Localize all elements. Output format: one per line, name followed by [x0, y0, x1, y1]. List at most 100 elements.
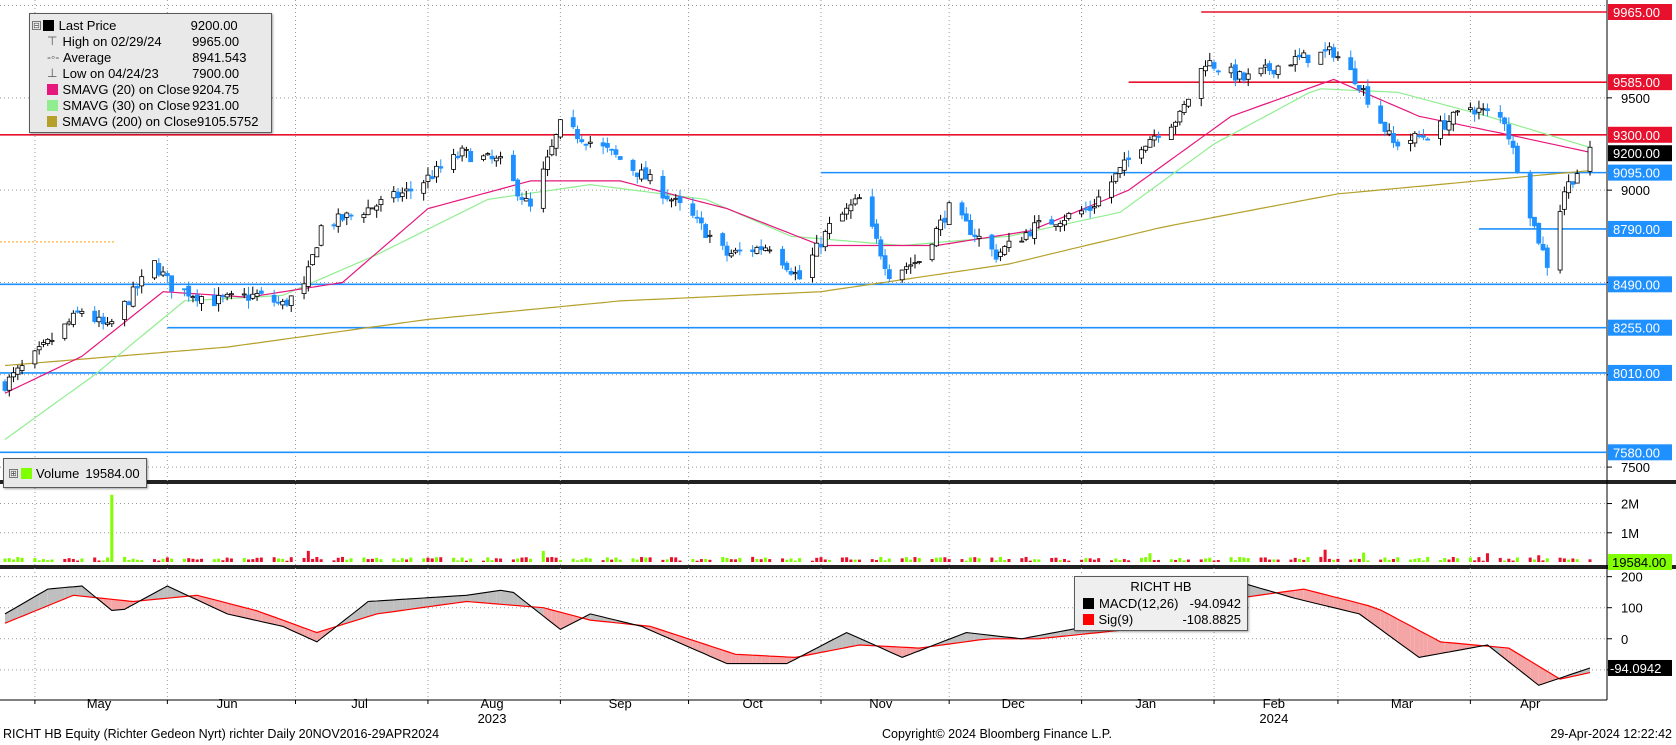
volume-bar [131, 558, 135, 562]
macd-fill [244, 607, 249, 619]
volume-legend[interactable]: ⊞ Volume 19584.00 [3, 458, 147, 488]
candle-body [818, 243, 824, 248]
volume-bar [930, 559, 934, 562]
candle [70, 310, 76, 328]
volume-bar [1088, 558, 1092, 562]
candle-body [2, 381, 8, 391]
candle-body [361, 214, 367, 218]
macd-fill [368, 601, 373, 617]
price-legend[interactable]: ⊟ Last Price 9200.00 ⊤ High on 02/29/24 … [29, 13, 272, 133]
macd-fill [248, 608, 253, 620]
price-tag [1608, 220, 1672, 237]
candle [677, 190, 683, 211]
candle [314, 247, 320, 258]
candle-body [391, 191, 397, 199]
candle-body [45, 338, 51, 344]
candle-body [1032, 222, 1038, 239]
volume-bar [272, 557, 276, 562]
candle-body [639, 169, 644, 180]
candle-body [126, 301, 132, 306]
candle-body [1121, 159, 1127, 171]
candle-body [318, 225, 324, 246]
sma200-line [4, 170, 1591, 367]
candle-body [852, 198, 858, 205]
collapse-icon[interactable]: ⊞ [9, 468, 18, 478]
candle-body [673, 197, 679, 200]
candle [399, 187, 405, 202]
candle-body [11, 372, 16, 378]
candle-body [481, 155, 486, 160]
candle-body [1181, 104, 1187, 113]
candle-body [1532, 216, 1537, 227]
candle [1335, 51, 1341, 61]
volume-bar [810, 560, 814, 562]
legend-row-sma30[interactable]: SMAVG (30) on Close 9231.00 [30, 97, 271, 113]
candle-body [857, 197, 862, 200]
volume-bar [785, 559, 789, 562]
candle-body [182, 288, 187, 291]
volume-bar [80, 558, 84, 562]
candle-body [1083, 208, 1089, 211]
macd-fill [47, 588, 52, 606]
macd-fill [962, 632, 967, 643]
candle-body [822, 231, 828, 248]
candle-body [1561, 191, 1567, 210]
legend-row-average[interactable]: -◦- Average 8941.543 [30, 49, 271, 65]
volume-bar [674, 557, 678, 562]
macd-fill [372, 601, 377, 616]
legend-row-last-price[interactable]: ⊟ Last Price 9200.00 [30, 17, 271, 33]
volume-bar [1413, 558, 1417, 562]
candle-body [1109, 181, 1114, 198]
volume-bar [251, 559, 255, 562]
legend-row-macd[interactable]: MACD(12,26) -94.0942 [1075, 595, 1247, 611]
candle-body [1420, 135, 1426, 138]
macd-fill [43, 589, 48, 608]
candle-body [703, 224, 709, 239]
volume-bar [311, 558, 315, 562]
legend-label: High on 02/29/24 [62, 33, 162, 49]
candle-body [1297, 54, 1302, 58]
legend-label: Average [63, 49, 112, 65]
macd-fill [517, 595, 522, 606]
macd-legend[interactable]: RICHT HB MACD(12,26) -94.0942 Sig(9) -10… [1074, 576, 1248, 631]
candle-body [617, 156, 623, 160]
volume-bar [1443, 558, 1447, 562]
macd-fill [231, 604, 245, 618]
panel-separator [0, 565, 1676, 569]
legend-row-sma200[interactable]: SMAVG (200) on Close 9105.5752 [30, 113, 271, 129]
candle [810, 247, 815, 283]
x-tick-label: Aug [480, 696, 503, 711]
volume-bar [319, 559, 323, 562]
macd-fill [5, 611, 10, 624]
volume-bar [76, 560, 80, 562]
macd-fill [128, 601, 134, 607]
candle-body [1275, 65, 1281, 75]
legend-row-signal[interactable]: Sig(9) -108.8825 [1075, 611, 1247, 627]
candle [664, 189, 670, 202]
candle-body [284, 299, 290, 306]
legend-value: -108.8825 [1182, 611, 1241, 627]
legend-row-low[interactable]: ⊥ Low on 04/24/23 7900.00 [30, 65, 271, 81]
macd-fill [1363, 604, 1368, 621]
candle-body [1079, 210, 1085, 215]
candle-body [199, 296, 204, 304]
volume-bar [481, 560, 485, 562]
sma30-line [4, 88, 1591, 440]
volume-bar [285, 560, 289, 562]
candle [429, 169, 435, 180]
macd-fill [1295, 589, 1300, 600]
candle [1574, 169, 1580, 184]
legend-row-sma20[interactable]: SMAVG (20) on Close 9204.75 [30, 81, 271, 97]
candle-body [378, 199, 384, 205]
volume-bar [695, 560, 699, 562]
candle-body [1177, 110, 1183, 123]
volume-bar [1417, 557, 1421, 562]
candle [1066, 211, 1072, 221]
year-label: 2023 [478, 711, 507, 726]
legend-value: 7900.00 [192, 65, 240, 81]
year-label: 2024 [1259, 711, 1288, 726]
collapse-icon[interactable]: ⊟ [32, 20, 41, 30]
legend-row-high[interactable]: ⊤ High on 02/29/24 9965.00 [30, 33, 271, 49]
candle-body [1485, 108, 1490, 112]
candle [1348, 50, 1354, 71]
